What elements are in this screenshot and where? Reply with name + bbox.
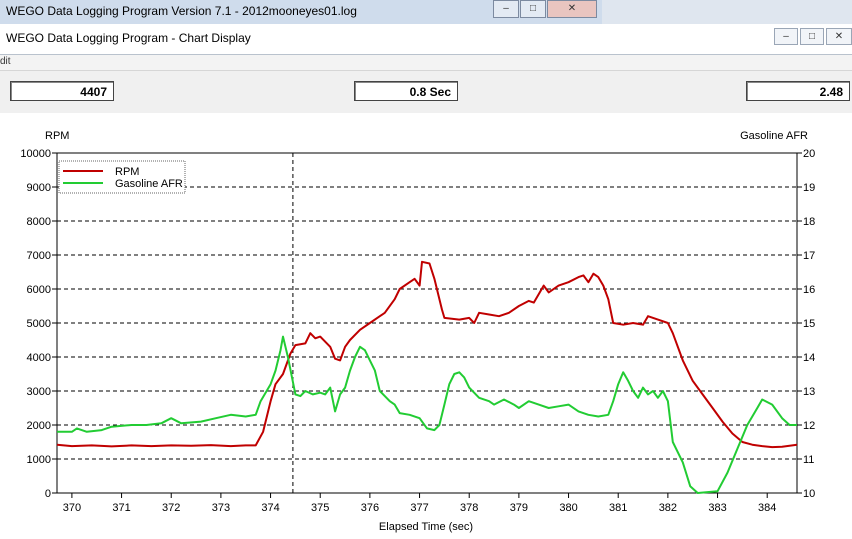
y-tick-label-left: 4000	[27, 352, 51, 364]
y-tick-label-right: 11	[803, 454, 814, 466]
background-window	[602, 0, 852, 24]
x-tick-label: 374	[261, 502, 279, 514]
x-tick-label: 378	[460, 502, 478, 514]
x-tick-label: 376	[361, 502, 379, 514]
x-tick-label: 371	[112, 502, 130, 514]
chart-minimize-button[interactable]: –	[774, 28, 798, 45]
x-tick-label: 375	[311, 502, 329, 514]
left-axis-label: RPM	[45, 130, 69, 142]
close-button[interactable]: ✕	[547, 0, 597, 18]
x-tick-label: 380	[559, 502, 577, 514]
menu-bar: dit	[0, 55, 852, 71]
y-tick-label-right: 13	[803, 386, 815, 398]
y-tick-label-right: 15	[803, 318, 815, 330]
legend-box	[58, 160, 186, 194]
y-tick-label-right: 16	[803, 284, 815, 296]
legend-label: RPM	[115, 166, 139, 178]
right-axis-label: Gasoline AFR	[740, 130, 808, 142]
x-axis-label: Elapsed Time (sec)	[379, 521, 473, 533]
legend-label: Gasoline AFR	[115, 178, 183, 190]
y-tick-label-right: 17	[803, 250, 815, 262]
plot-area	[56, 152, 798, 494]
chart-close-button[interactable]: ✕	[826, 28, 852, 45]
x-tick-label: 372	[162, 502, 180, 514]
y-tick-label-right: 12	[803, 420, 815, 432]
x-tick-label: 384	[758, 502, 776, 514]
y-tick-label-left: 5000	[27, 318, 51, 330]
y-tick-label-left: 8000	[27, 216, 51, 228]
y-tick-label-left: 9000	[27, 182, 51, 194]
y-tick-label-right: 14	[803, 352, 815, 364]
y-tick-label-right: 19	[803, 182, 815, 194]
y-tick-label-right: 10	[803, 488, 815, 500]
main-window-title: WEGO Data Logging Program Version 7.1 - …	[6, 4, 357, 18]
y-tick-label-left: 7000	[27, 250, 51, 262]
x-tick-label: 373	[212, 502, 230, 514]
readout-bar: 4407 0.8 Sec 2.48	[0, 71, 852, 113]
x-tick-label: 383	[708, 502, 726, 514]
x-tick-label: 377	[410, 502, 428, 514]
chart-maximize-button[interactable]: □	[800, 28, 824, 45]
rpm-readout: 4407	[10, 81, 114, 101]
y-tick-label-left: 1000	[27, 454, 51, 466]
y-tick-label-right: 20	[803, 148, 815, 160]
chart-window-titlebar[interactable]: WEGO Data Logging Program - Chart Displa…	[0, 24, 852, 55]
x-tick-label: 370	[63, 502, 81, 514]
afr-readout: 2.48	[746, 81, 850, 101]
x-tick-label: 381	[609, 502, 627, 514]
y-tick-label-left: 3000	[27, 386, 51, 398]
x-tick-label: 382	[659, 502, 677, 514]
chart-window-title: WEGO Data Logging Program - Chart Displa…	[6, 31, 251, 45]
maximize-button[interactable]: □	[520, 0, 546, 18]
x-tick-label: 379	[510, 502, 528, 514]
y-tick-label-left: 2000	[27, 420, 51, 432]
grid-layer	[56, 152, 798, 494]
chart-panel: RPM Gasoline AFR Elapsed Time (sec) 0 100…	[0, 113, 852, 534]
chart-svg[interactable]: RPM Gasoline AFR Elapsed Time (sec) 0 100…	[0, 113, 852, 534]
y-tick-label-left: 6000	[27, 284, 51, 296]
series-line-rpm	[56, 260, 798, 449]
menu-item-edit[interactable]: dit	[0, 56, 11, 67]
y-tick-label-left: 10000	[20, 148, 51, 160]
y-tick-label-right: 18	[803, 216, 815, 228]
series-layer	[56, 260, 798, 494]
main-window-titlebar[interactable]: WEGO Data Logging Program Version 7.1 - …	[0, 0, 602, 25]
series-line-gasoline-afr	[57, 335, 797, 494]
time-readout: 0.8 Sec	[354, 81, 458, 101]
tick-layer: 0 1000 2000 3000 4000 5000 6000 7000 8000 9000 100…	[20, 148, 815, 514]
y-tick-label-left: 0	[45, 488, 51, 500]
minimize-button[interactable]: –	[493, 0, 519, 18]
